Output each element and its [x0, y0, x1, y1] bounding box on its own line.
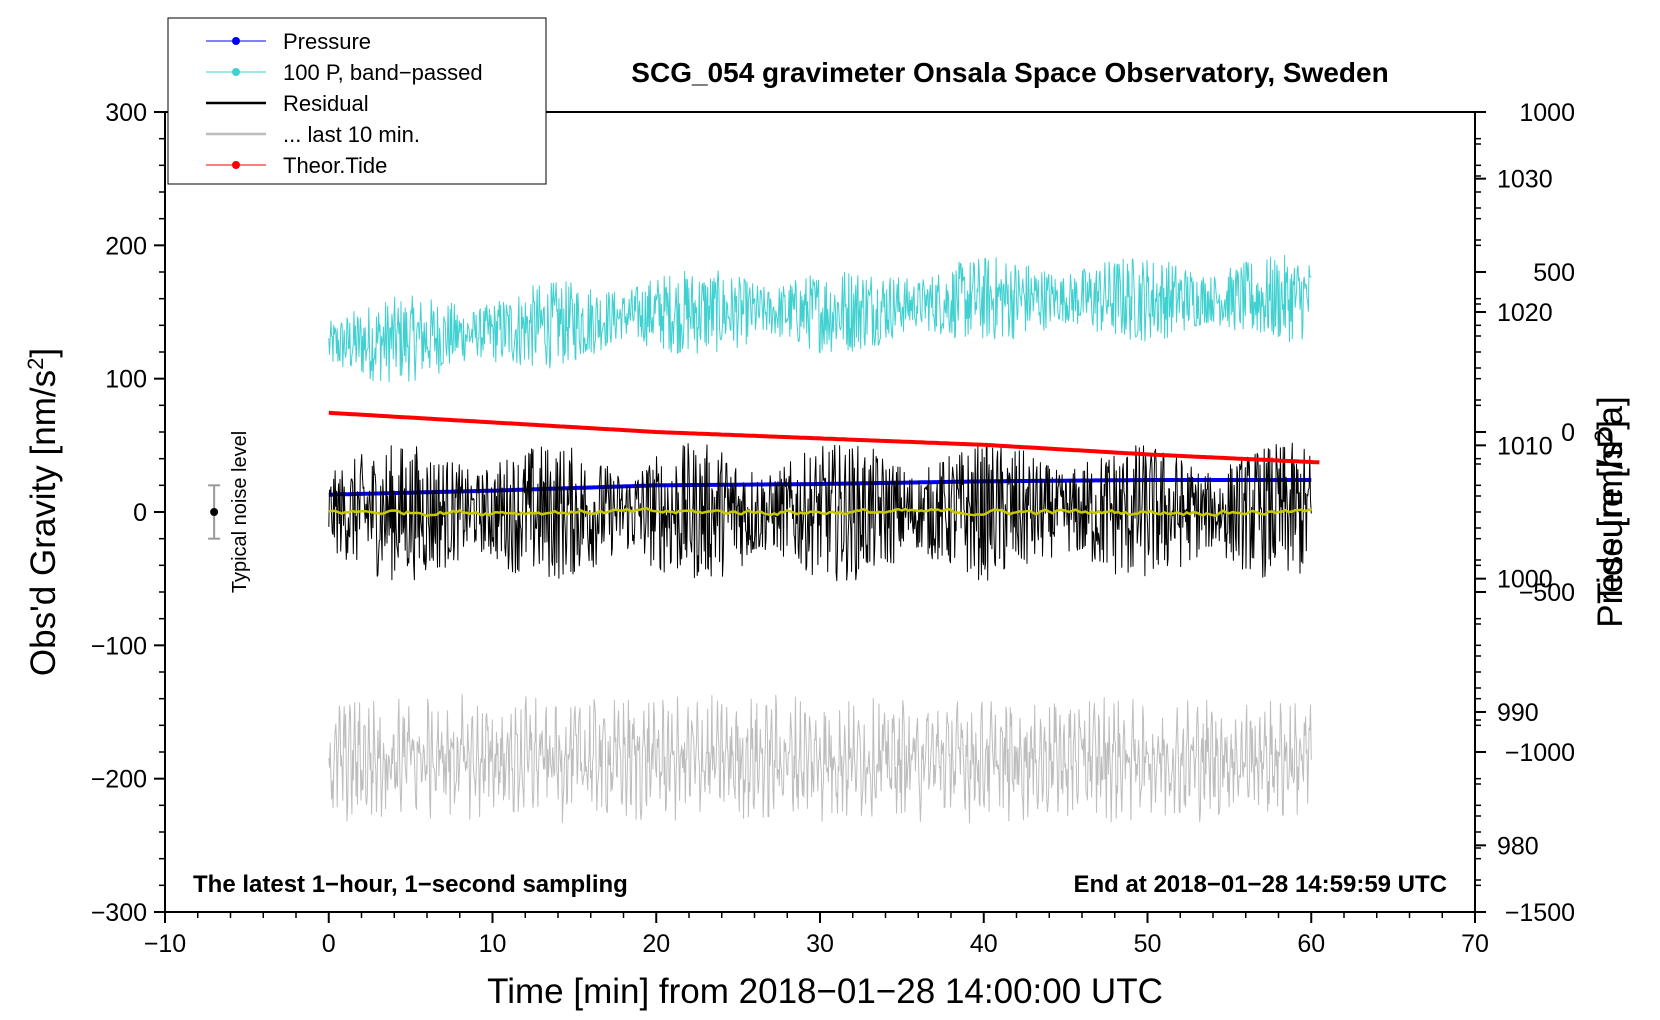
x-tick-label: −10: [144, 930, 186, 958]
legend-swatch-marker: [232, 37, 240, 45]
x-tick-label: 30: [806, 930, 834, 958]
y-left-tick-label: −200: [91, 766, 147, 794]
y-left-tick-label: 100: [105, 366, 147, 394]
series-residual: [328, 442, 1312, 582]
series-last-10-min: [328, 694, 1312, 824]
axis-title-superscript: 2: [23, 358, 48, 370]
legend-label: Residual: [283, 91, 369, 116]
series-residual-smoothed: [328, 506, 1312, 518]
legend-label: 100 P, band−passed: [283, 60, 483, 85]
x-tick-label: 50: [1134, 930, 1162, 958]
pressure-tick-label: 990: [1497, 699, 1539, 727]
tide-tick-label: −500: [1519, 579, 1575, 607]
pressure-axis-title: Pressure [hPa]: [1591, 396, 1630, 628]
y-left-tick-label: 0: [133, 499, 147, 527]
axes-layer: −10 0 10 20 30 40 50 60 703002001000−100−200−300…: [91, 99, 1575, 958]
axis-title-part: ]: [1591, 420, 1630, 430]
annotation-end-time: End at 2018−01−28 14:59:59 UTC: [1073, 871, 1447, 898]
legend-swatch-marker: [232, 68, 240, 76]
series-100-p-band-passed: [328, 254, 1312, 383]
x-tick-label: 40: [970, 930, 998, 958]
legend-label: ... last 10 min.: [283, 122, 420, 147]
y-left-tick-label: −300: [91, 899, 147, 927]
axis-title-part: Obs'd Gravity [nm/s: [24, 370, 63, 676]
x-tick-label: 60: [1297, 930, 1325, 958]
legend-box: [167, 17, 547, 185]
chart-title: SCG_054 gravimeter Onsala Space Observat…: [631, 57, 1388, 88]
x-tick-label: 20: [642, 930, 670, 958]
pressure-tick-label: 1030: [1497, 166, 1553, 194]
annotation-sampling: The latest 1−hour, 1−second sampling: [193, 871, 628, 898]
pressure-tick-label: 1000: [1497, 566, 1553, 594]
x-tick-label: 70: [1461, 930, 1489, 958]
legend-swatch-marker: [232, 161, 240, 169]
series-layer: Typical noise level: [208, 254, 1320, 824]
x-axis-title: Time [min] from 2018−01−28 14:00:00 UTC: [487, 972, 1163, 1011]
tide-tick-label: 1000: [1519, 99, 1575, 127]
axis-title-superscript: 2: [1590, 430, 1615, 442]
y-left-tick-label: 300: [105, 99, 147, 127]
tide-axis-title: Tide [nm/s2]: [1590, 420, 1631, 604]
y-left-tick-label: −100: [91, 632, 147, 660]
tide-tick-label: −1000: [1505, 739, 1575, 767]
legend-label: Theor.Tide: [283, 153, 387, 178]
axis-title-part: ]: [24, 348, 63, 358]
noise-bar-center: [210, 508, 219, 516]
tide-tick-label: 500: [1533, 259, 1575, 287]
x-tick-label: 10: [479, 930, 507, 958]
pressure-tick-label: 980: [1497, 832, 1539, 860]
tide-tick-label: 0: [1561, 419, 1575, 447]
noise-bar-label: Typical noise level: [229, 431, 251, 593]
pressure-tick-label: 1010: [1497, 432, 1553, 460]
x-tick-label: 0: [322, 930, 336, 958]
left-axis-title: Obs'd Gravity [nm/s2]: [23, 348, 64, 676]
axis-title-part: Tide [nm/s: [1591, 442, 1630, 604]
y-left-tick-label: 200: [105, 232, 147, 260]
pressure-tick-label: 1020: [1497, 299, 1553, 327]
tide-tick-label: −1500: [1505, 899, 1575, 927]
legend-label: Pressure: [283, 29, 371, 54]
series-theor-tide: [328, 410, 1320, 465]
legend: Pressure 100 P, band−passed Residual ... la…: [167, 17, 547, 185]
